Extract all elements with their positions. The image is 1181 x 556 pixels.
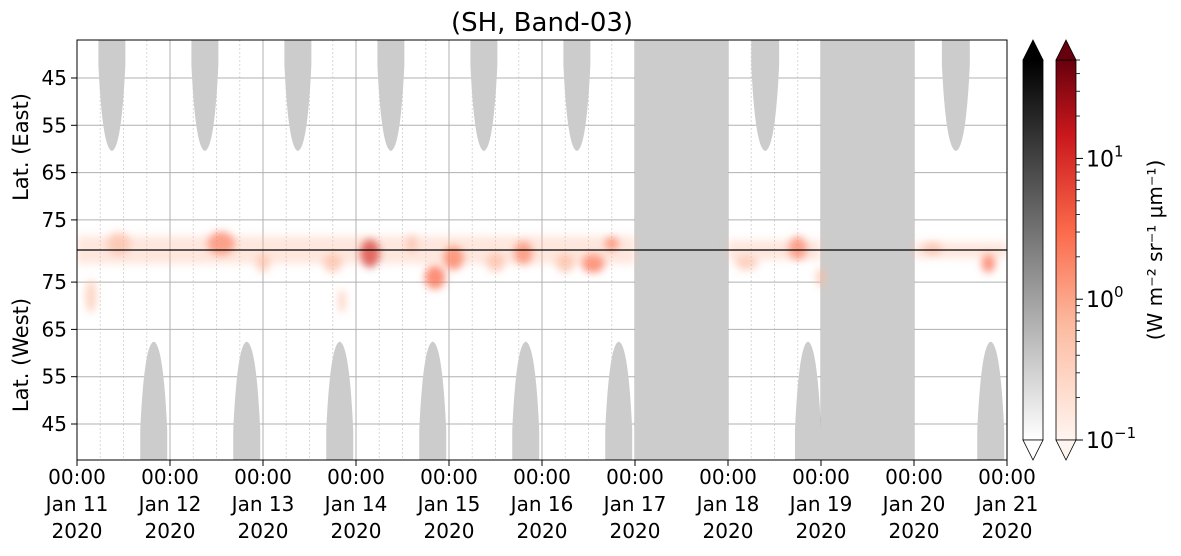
x-tick-label: 2020 — [703, 519, 754, 543]
aurora-blob — [424, 265, 446, 290]
colorbar-reds-extend-top — [1055, 39, 1077, 61]
dayside-cap-east — [284, 40, 312, 151]
x-tick-label: Jan 16 — [509, 492, 574, 516]
dayside-cap-west — [794, 341, 821, 460]
y-tick-label: 55 — [42, 365, 67, 389]
x-tick-label: Jan 15 — [416, 492, 481, 516]
colorbar-gray — [1022, 39, 1044, 461]
x-tick-label: Jan 12 — [137, 492, 202, 516]
x-tick-label: 2020 — [889, 519, 940, 543]
colorbar-reds — [1055, 39, 1077, 461]
x-tick-label: 00:00 — [48, 465, 106, 489]
x-tick-label: Jan 21 — [974, 492, 1039, 516]
colorbar-tick-label: 100 — [1086, 283, 1124, 313]
x-tick-label: 00:00 — [327, 465, 385, 489]
x-ticks: 00:00 Jan 11 2020 00:00 Jan 12 2020 00:00 Jan 1… — [44, 460, 1039, 543]
x-tick-label: 00:00 — [606, 465, 664, 489]
dayside-cap-west — [977, 341, 1005, 460]
dayside-cap-west — [605, 341, 633, 460]
colorbar-reds-extend-bottom — [1055, 439, 1077, 461]
dayside-cap-east — [377, 40, 405, 151]
x-tick-label: 2020 — [796, 519, 847, 543]
y-axis-label-west: Lat. (West) — [9, 298, 33, 412]
y-ticks-east: 45 55 65 75 — [42, 66, 77, 232]
x-tick-label: Jan 17 — [602, 492, 667, 516]
x-tick-label: 00:00 — [792, 465, 850, 489]
x-tick-label: 2020 — [517, 519, 568, 543]
x-tick-label: 2020 — [610, 519, 661, 543]
dayside-cap-east — [941, 40, 970, 151]
x-tick-label: 2020 — [145, 519, 196, 543]
x-tick-label: 00:00 — [420, 465, 478, 489]
y-tick-label: 65 — [42, 317, 67, 341]
colorbar-gray-extend-bottom — [1022, 439, 1044, 461]
dayside-cap-west — [140, 341, 168, 460]
x-tick-label: Jan 18 — [695, 492, 760, 516]
x-tick-label: 2020 — [424, 519, 475, 543]
chart-title: (SH, Band-03) — [451, 8, 633, 38]
colorbar-tick-label: 10−1 — [1086, 424, 1136, 454]
x-tick-label: 00:00 — [513, 465, 571, 489]
y-ticks-west: 75 65 55 45 — [42, 270, 77, 436]
x-tick-label: 00:00 — [141, 465, 199, 489]
x-tick-label: 00:00 — [885, 465, 943, 489]
colorbar-tick-label: 101 — [1086, 142, 1124, 172]
aurora-blob — [85, 279, 97, 313]
dayside-cap-east — [191, 40, 219, 151]
x-tick-label: Jan 19 — [788, 492, 853, 516]
x-tick-label: 00:00 — [978, 465, 1036, 489]
dayside-cap-west — [512, 341, 540, 460]
x-tick-label: Jan 11 — [44, 492, 109, 516]
x-tick-label: Jan 20 — [881, 492, 946, 516]
x-tick-label: 00:00 — [234, 465, 292, 489]
dayside-cap-east — [470, 40, 498, 151]
y-axis-label-east: Lat. (East) — [9, 93, 33, 201]
dayside-cap-west — [233, 341, 261, 460]
x-tick-label: 00:00 — [699, 465, 757, 489]
x-tick-label: 2020 — [982, 519, 1033, 543]
colorbar-gray-extend-top — [1022, 39, 1044, 61]
y-tick-label: 65 — [42, 161, 67, 185]
x-tick-label: 2020 — [52, 519, 103, 543]
y-tick-label: 45 — [42, 412, 67, 436]
y-tick-label: 75 — [42, 270, 67, 294]
dayside-cap-east — [98, 40, 126, 151]
dayside-cap-west — [326, 341, 354, 460]
x-tick-label: 2020 — [238, 519, 289, 543]
dayside-cap-east — [751, 40, 780, 151]
colorbar-label: (W m⁻² sr⁻¹ μm⁻¹) — [1143, 160, 1167, 341]
dayside-cap-east — [563, 40, 591, 151]
y-tick-label: 75 — [42, 208, 67, 232]
aurora-blob — [816, 267, 826, 287]
dayside-caps — [98, 40, 1005, 460]
dayside-cap-west — [419, 341, 447, 460]
aurora-blob — [338, 289, 346, 313]
aurora-blob — [981, 253, 996, 273]
x-tick-label: 2020 — [331, 519, 382, 543]
x-tick-label: Jan 13 — [230, 492, 295, 516]
y-tick-label: 45 — [42, 66, 67, 90]
y-tick-label: 55 — [42, 113, 67, 137]
x-tick-label: Jan 14 — [323, 492, 388, 516]
colorbar-ticks: 101 100 10−1 — [1076, 59, 1136, 454]
